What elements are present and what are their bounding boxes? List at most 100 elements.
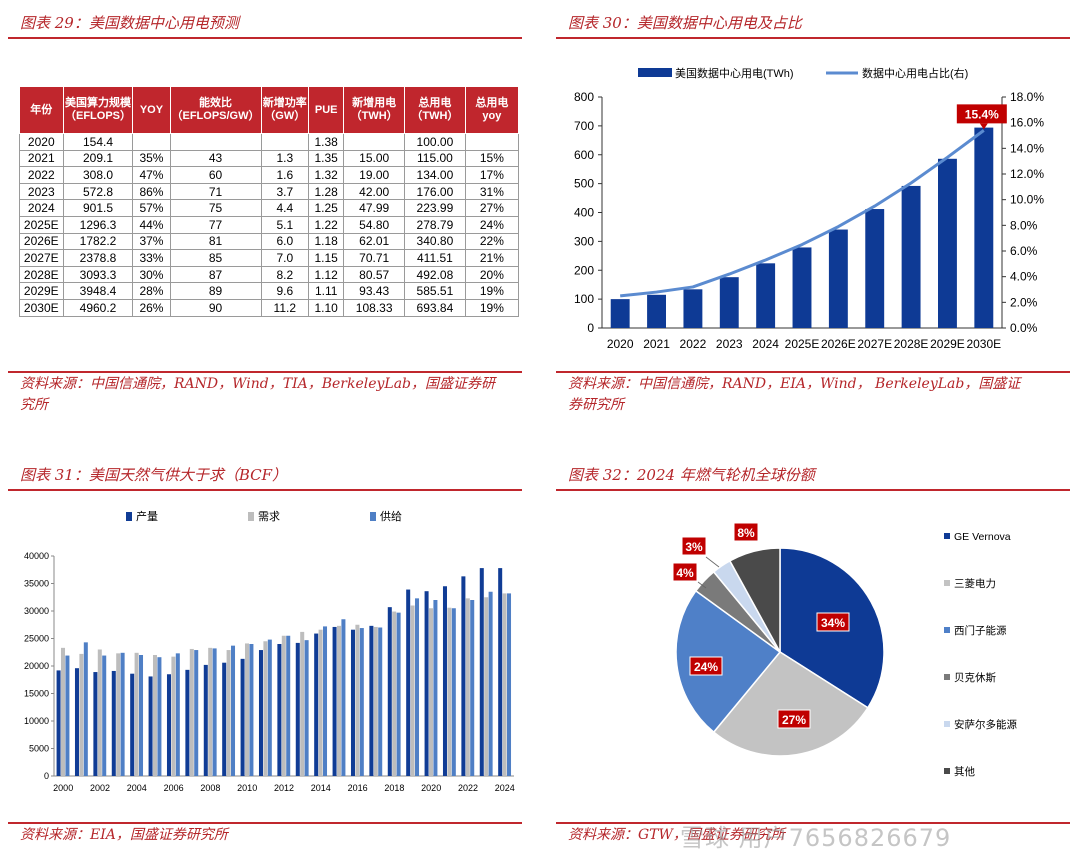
annotation-pointer	[979, 123, 988, 130]
table-cell: 901.5	[62, 199, 134, 217]
x-tick-label: 2004	[127, 783, 147, 793]
bar	[318, 629, 323, 776]
table-cell: 15%	[464, 149, 520, 168]
table-cell: 134.00	[404, 166, 466, 184]
bar	[683, 289, 703, 328]
table-cell: 2026E	[19, 232, 64, 251]
table-cell: 4.4	[260, 199, 310, 217]
x-tick-label: 2027E	[857, 337, 892, 351]
y-tick-label: 10000	[24, 716, 49, 726]
pie-label-box	[733, 522, 759, 542]
bar	[428, 608, 434, 776]
table-header-cell: YOY	[132, 86, 171, 134]
y-tick-label: 0	[44, 771, 49, 781]
pie-slice	[712, 651, 869, 757]
fig29-source-rule	[8, 371, 522, 373]
bar	[93, 672, 98, 776]
table-header-cell: 总用电（TWH）	[404, 86, 466, 134]
table-header-cell: 总用电yoy	[464, 86, 520, 134]
x-tick-label: 2021	[643, 337, 670, 351]
fig32-source-rule	[556, 822, 1070, 824]
bar	[406, 589, 411, 776]
table-cell: 340.80	[404, 232, 466, 251]
table-row: 2030E 4960.2 26% 90 11.2 1.10 108.33 693.84 19%	[19, 298, 520, 317]
bar	[314, 633, 319, 776]
fig30-annotation: 15.4%	[956, 104, 1007, 130]
bar	[447, 607, 452, 776]
x-tick-label: 2000	[53, 783, 73, 793]
bar	[97, 649, 102, 776]
table-row: 2029E 3948.4 28% 89 9.6 1.11 93.43 585.51 19%	[19, 282, 520, 300]
x-tick-label: 2006	[164, 783, 184, 793]
table-cell: 3948.4	[62, 282, 134, 300]
table-header-cell: 新增功率（GW）	[260, 86, 310, 134]
x-tick-label: 2010	[237, 783, 257, 793]
fig30-title-rule	[556, 37, 1070, 39]
table-cell: 47.99	[343, 199, 406, 217]
table-row: 2026E 1782.2 37% 81 6.0 1.18 62.01 340.80 22%	[19, 232, 520, 251]
pie-label: 34%	[816, 612, 850, 632]
fig30-source-line2: 券研究所	[568, 397, 624, 413]
y-right-tick-label: 16.0%	[1010, 116, 1044, 130]
y-tick-label: 25000	[24, 634, 49, 644]
legend-label: GE Vernova	[954, 531, 1011, 543]
pie-label: 3%	[681, 536, 707, 556]
y-left-tick-label: 800	[574, 90, 594, 104]
bar	[175, 653, 180, 776]
table-cell: 71	[169, 182, 262, 201]
table-cell: 1.12	[308, 265, 345, 284]
bar	[498, 568, 503, 776]
legend-swatch	[944, 674, 950, 680]
legend-label: 贝克休斯	[954, 671, 996, 684]
bar	[277, 644, 282, 776]
bar	[756, 263, 776, 328]
table-cell	[132, 133, 171, 151]
legend-label: 三菱电力	[954, 577, 996, 590]
bar	[263, 641, 268, 776]
y-left-tick-label: 500	[574, 177, 594, 191]
table-cell: 1.6	[260, 166, 310, 184]
table-header-cell: 新增用电（TWH）	[343, 86, 406, 134]
bar	[134, 652, 139, 776]
bar	[332, 626, 337, 776]
y-left-tick-label: 300	[574, 234, 594, 248]
table-cell: 1.3	[260, 149, 310, 168]
table-cell: 19.00	[343, 166, 406, 184]
table-cell: 3093.3	[62, 265, 134, 284]
bar	[244, 643, 250, 776]
bar	[130, 673, 135, 776]
table-cell: 24%	[464, 215, 520, 234]
bar	[258, 650, 263, 776]
legend-label: 数据中心用电占比(右)	[862, 66, 968, 80]
bar	[451, 608, 456, 776]
table-header-row: 年份 美国算力规模（EFLOPS） YOY 能效比（EFLOPS/GW） 新增功率（GW…	[19, 86, 520, 134]
table-cell: 93.43	[343, 282, 406, 300]
x-tick-label: 2028E	[894, 337, 929, 351]
table-cell: 33%	[132, 249, 171, 267]
pie-label-text: 4%	[676, 566, 694, 580]
table-row: 2024 901.5 57% 75 4.4 1.25 47.99 223.99 27%	[19, 199, 520, 217]
table-cell: 54.80	[343, 215, 406, 234]
fig30-chart: 美国数据中心用电(TWh) 数据中心用电占比(右) 0 100 200 300 400 500…	[574, 66, 1044, 351]
y-left-tick-label: 100	[574, 292, 594, 306]
bar	[465, 598, 470, 776]
table-cell: 44%	[132, 215, 171, 234]
fig31-source-rule	[8, 822, 522, 824]
fig30-source-line1: 资料来源：中国信通院，RAND，EIA，Wind， BerkeleyLab，国盛…	[568, 376, 1021, 392]
x-tick-label: 2025E	[785, 337, 820, 351]
table-row: 2028E 3093.3 30% 87 8.2 1.12 80.57 492.08 20%	[19, 265, 520, 284]
bar	[974, 127, 994, 328]
table-cell: 62.01	[343, 232, 406, 251]
legend-swatch	[944, 768, 950, 774]
bar	[410, 605, 415, 776]
table-cell	[260, 133, 310, 151]
table-header-cell: 能效比（EFLOPS/GW）	[169, 86, 262, 134]
table-cell: 1.15	[308, 249, 345, 267]
x-tick-label: 2024	[752, 337, 779, 351]
table-cell: 2020	[19, 133, 64, 151]
table-cell: 8.2	[260, 265, 310, 284]
bar	[157, 657, 162, 776]
pie-label: 8%	[733, 522, 759, 542]
table-cell: 308.0	[62, 166, 134, 184]
legend-label: 其他	[954, 765, 975, 778]
